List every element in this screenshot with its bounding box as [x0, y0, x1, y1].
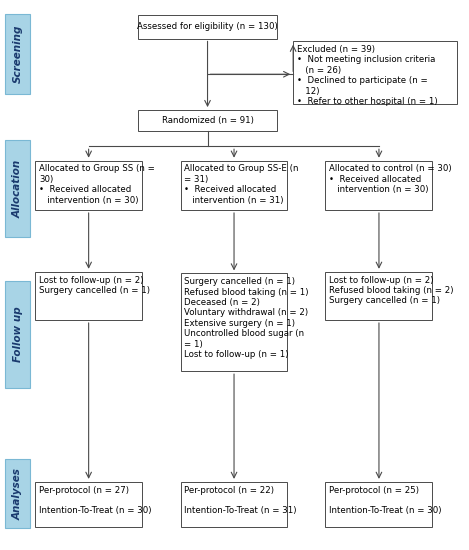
Text: Per-protocol (n = 25)

Intention-To-Treat (n = 30): Per-protocol (n = 25) Intention-To-Treat…: [329, 486, 442, 515]
Text: Lost to follow-up (n = 2)
Refused blood taking (n = 2)
Surgery cancelled (n = 1): Lost to follow-up (n = 2) Refused blood …: [329, 276, 454, 305]
Text: Allocated to Group SS-E (n
= 31)
•  Received allocated
   intervention (n = 31): Allocated to Group SS-E (n = 31) • Recei…: [184, 164, 299, 205]
FancyBboxPatch shape: [181, 273, 287, 371]
FancyBboxPatch shape: [5, 280, 30, 388]
FancyBboxPatch shape: [138, 110, 277, 131]
FancyBboxPatch shape: [325, 161, 432, 210]
FancyBboxPatch shape: [5, 140, 30, 236]
Text: Follow up: Follow up: [13, 306, 23, 362]
FancyBboxPatch shape: [325, 482, 432, 527]
FancyBboxPatch shape: [181, 482, 287, 527]
Text: Analyses: Analyses: [13, 468, 23, 520]
Text: Surgery cancelled (n = 1)
Refused blood taking (n = 1)
Deceased (n = 2)
Voluntar: Surgery cancelled (n = 1) Refused blood …: [184, 277, 309, 359]
Text: Allocation: Allocation: [13, 160, 23, 217]
FancyBboxPatch shape: [5, 14, 30, 94]
FancyBboxPatch shape: [293, 41, 457, 104]
Text: Assessed for eligibility (n = 130): Assessed for eligibility (n = 130): [137, 23, 278, 31]
FancyBboxPatch shape: [138, 15, 277, 39]
FancyBboxPatch shape: [325, 272, 432, 320]
Text: Per-protocol (n = 27)

Intention-To-Treat (n = 30): Per-protocol (n = 27) Intention-To-Treat…: [39, 486, 151, 515]
Text: Per-protocol (n = 22)

Intention-To-Treat (n = 31): Per-protocol (n = 22) Intention-To-Treat…: [184, 486, 297, 515]
FancyBboxPatch shape: [35, 272, 142, 320]
Text: Allocated to control (n = 30)
•  Received allocated
   intervention (n = 30): Allocated to control (n = 30) • Received…: [329, 164, 452, 194]
Text: Excluded (n = 39)
•  Not meeting inclusion criteria
   (n = 26)
•  Declined to p: Excluded (n = 39) • Not meeting inclusio…: [297, 45, 438, 106]
Text: Randomized (n = 91): Randomized (n = 91): [162, 116, 253, 125]
Text: Lost to follow-up (n = 2)
Surgery cancelled (n = 1): Lost to follow-up (n = 2) Surgery cancel…: [39, 276, 150, 295]
FancyBboxPatch shape: [181, 161, 287, 210]
FancyBboxPatch shape: [5, 459, 30, 528]
Text: Screening: Screening: [13, 24, 23, 83]
FancyBboxPatch shape: [35, 482, 142, 527]
FancyBboxPatch shape: [35, 161, 142, 210]
Text: Allocated to Group SS (n =
30)
•  Received allocated
   intervention (n = 30): Allocated to Group SS (n = 30) • Receive…: [39, 164, 155, 205]
